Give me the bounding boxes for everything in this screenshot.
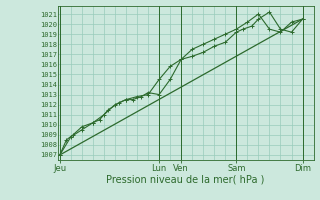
X-axis label: Pression niveau de la mer( hPa ): Pression niveau de la mer( hPa ) — [107, 175, 265, 185]
